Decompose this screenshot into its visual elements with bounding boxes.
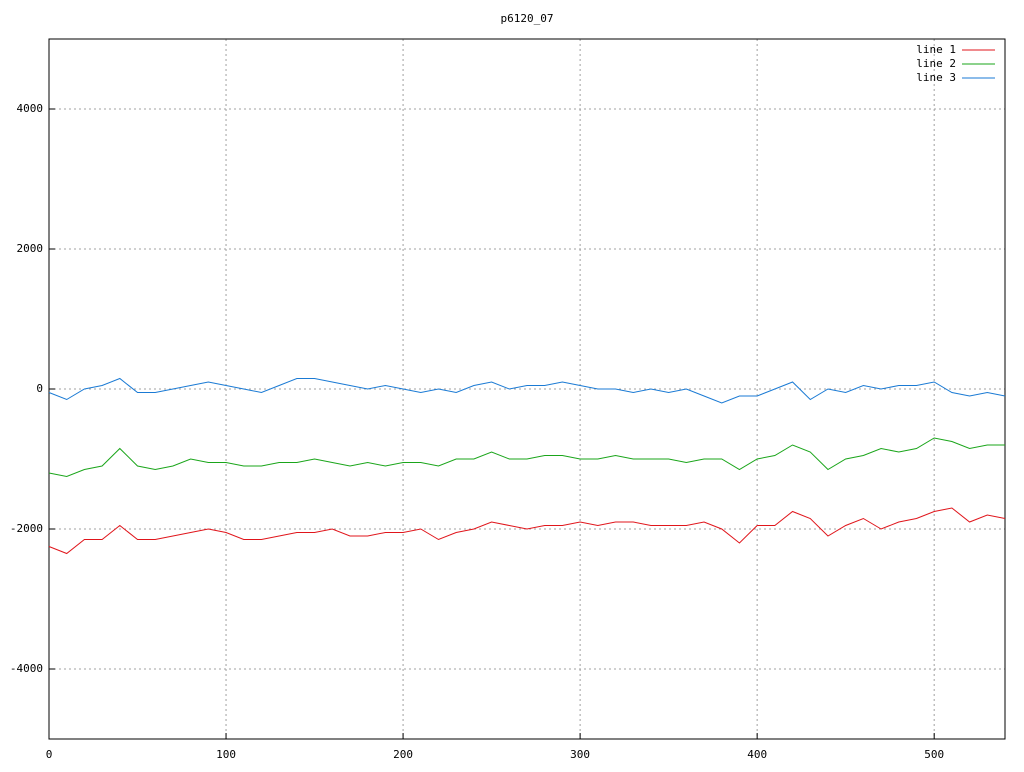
series-line — [48, 507, 1006, 555]
y-tick-label: -2000 — [10, 522, 43, 535]
y-tick-label: 0 — [36, 382, 43, 395]
legend-label: line 1 — [916, 43, 956, 56]
x-tick-label: 500 — [924, 748, 944, 761]
y-tick-label: 2000 — [17, 242, 44, 255]
y-tick-label: -4000 — [10, 662, 43, 675]
y-tick-label: 4000 — [17, 102, 44, 115]
x-tick-label: 200 — [393, 748, 413, 761]
series-line — [48, 437, 1005, 478]
chart-title: p6120_07 — [501, 12, 554, 25]
plot-border — [48, 38, 1006, 740]
x-tick-label: 100 — [216, 748, 236, 761]
x-tick-label: 400 — [747, 748, 767, 761]
x-tick-label: 300 — [570, 748, 590, 761]
legend-label: line 3 — [916, 71, 956, 84]
series-line — [48, 377, 1006, 404]
legend-label: line 2 — [916, 57, 956, 70]
x-tick-label: 0 — [46, 748, 53, 761]
